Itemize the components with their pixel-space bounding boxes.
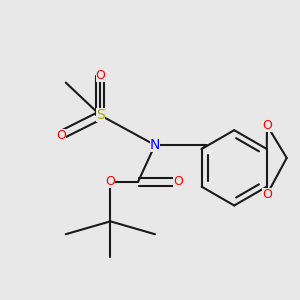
Text: O: O bbox=[105, 175, 115, 188]
Text: N: N bbox=[150, 138, 160, 152]
Text: S: S bbox=[96, 108, 105, 122]
Text: O: O bbox=[262, 119, 272, 132]
Text: O: O bbox=[95, 69, 105, 82]
Text: O: O bbox=[56, 129, 66, 142]
Text: O: O bbox=[173, 175, 183, 188]
Text: O: O bbox=[262, 188, 272, 201]
